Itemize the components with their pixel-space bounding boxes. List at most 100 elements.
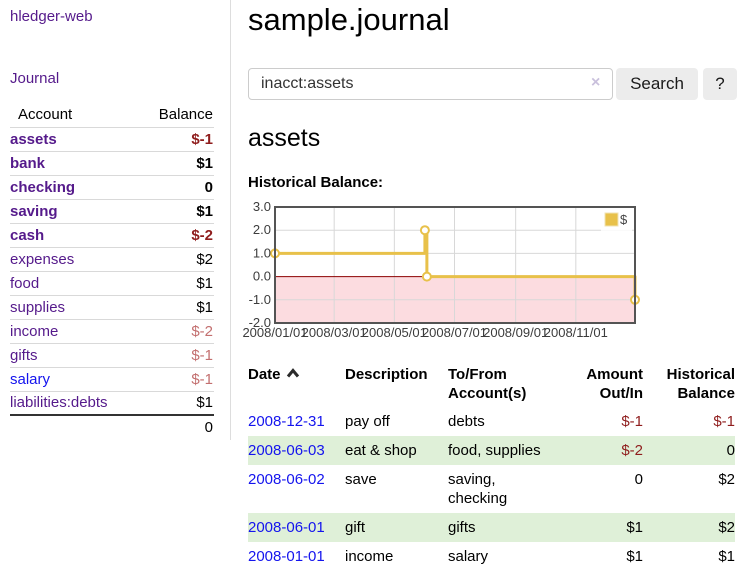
- account-name-cell: assets: [10, 126, 134, 151]
- register-header-description: Description: [345, 366, 428, 383]
- accounts-table-header-row: Account Balance: [10, 103, 214, 127]
- register-table: Date Description To/From Account(s) Amou…: [248, 362, 735, 571]
- x-axis-tick-label: 2008/01/01: [242, 325, 307, 340]
- account-row: saving $1: [10, 198, 214, 223]
- account-link[interactable]: liabilities:debts: [10, 394, 108, 412]
- clear-search-icon[interactable]: ×: [591, 74, 601, 91]
- accounts-header-balance: Balance: [158, 106, 213, 124]
- account-row: supplies $1: [10, 294, 214, 319]
- transaction-date-link[interactable]: 2008-01-01: [248, 548, 325, 565]
- account-row: checking 0: [10, 174, 214, 199]
- sort-ascending-icon: [286, 368, 299, 378]
- y-axis-tick-label: 3.0: [253, 200, 271, 214]
- accounts-header-account: Account: [18, 106, 73, 124]
- x-axis-tick-label: 2008/09/01: [483, 325, 548, 340]
- transaction-amount-cell: $1: [626, 519, 643, 536]
- account-name-cell: supplies: [10, 294, 134, 319]
- transaction-description-cell: pay off: [345, 413, 390, 430]
- account-balance-cell: $1: [133, 150, 214, 175]
- account-row: assets $-1: [10, 126, 214, 151]
- historical-balance-chart: $3.0 2.0 1.0 0.0 -1.0 -2.02008/01/012008/03/0…: [242, 200, 640, 340]
- transaction-date-cell: 2008-01-01: [248, 542, 345, 571]
- register-header-date[interactable]: Date: [248, 362, 345, 407]
- transaction-row: 2008-06-01 gift gifts $1 $2: [248, 513, 735, 542]
- x-axis-tick-label: 2008/07/01: [422, 325, 487, 340]
- transaction-row: 2008-06-03 eat & shop food, supplies $-2…: [248, 436, 735, 465]
- transaction-accounts-cell: debts: [448, 413, 485, 430]
- transaction-date-cell: 2008-06-01: [248, 513, 345, 542]
- account-name-cell: salary: [10, 366, 134, 391]
- search-button[interactable]: Search: [616, 68, 698, 100]
- transaction-accounts-cell: gifts: [448, 519, 476, 536]
- transaction-accounts-cell: saving, checking: [448, 471, 508, 507]
- account-name-cell: liabilities:debts: [10, 390, 134, 415]
- transaction-date-link[interactable]: 2008-06-03: [248, 442, 325, 459]
- account-link[interactable]: assets: [10, 130, 57, 148]
- account-name-cell: checking: [10, 174, 134, 199]
- app-title-link[interactable]: hledger-web: [10, 8, 93, 25]
- accounts-total-value: 0: [133, 414, 214, 439]
- section-heading-assets: assets: [248, 124, 321, 152]
- sidebar-item-journal[interactable]: Journal: [10, 70, 60, 87]
- transaction-date-link[interactable]: 2008-06-02: [248, 471, 325, 488]
- register-header-balance: Historical Balance: [666, 366, 735, 402]
- account-row: expenses $2: [10, 246, 214, 271]
- transaction-row: 2008-06-02 save saving, checking 0 $2: [248, 465, 735, 513]
- y-axis-tick-label: 2.0: [253, 222, 271, 237]
- account-link[interactable]: checking: [10, 178, 76, 196]
- account-row: income $-2: [10, 318, 214, 343]
- account-name-cell: income: [10, 318, 134, 343]
- account-balance-cell: $-1: [133, 126, 214, 151]
- account-link[interactable]: bank: [10, 154, 46, 172]
- account-name-cell: food: [10, 270, 134, 295]
- transaction-balance-cell: $2: [718, 519, 735, 536]
- transaction-amount-cell: $1: [626, 548, 643, 565]
- plot-border: [274, 206, 636, 324]
- account-row: liabilities:debts $1: [10, 390, 214, 415]
- account-link[interactable]: income: [10, 322, 59, 340]
- account-link[interactable]: saving: [10, 202, 58, 220]
- account-link[interactable]: cash: [10, 226, 45, 244]
- account-link[interactable]: supplies: [10, 298, 66, 316]
- transaction-date-link[interactable]: 2008-12-31: [248, 413, 325, 430]
- account-balance-cell: $1: [133, 390, 214, 415]
- y-axis-tick-label: 0.0: [253, 269, 271, 284]
- account-link[interactable]: food: [10, 274, 40, 292]
- transaction-description-cell: income: [345, 548, 394, 565]
- account-row: food $1: [10, 270, 214, 295]
- data-point-marker: [421, 271, 432, 282]
- transaction-date-link[interactable]: 2008-06-01: [248, 519, 325, 536]
- legend-swatch: [604, 212, 619, 227]
- search-input[interactable]: [248, 68, 613, 100]
- account-balance-cell: $1: [133, 270, 214, 295]
- date-header-label: Date: [248, 366, 281, 383]
- transaction-date-cell: 2008-06-03: [248, 436, 345, 465]
- account-balance-cell: 0: [133, 174, 214, 199]
- account-name-cell: cash: [10, 222, 134, 247]
- transaction-balance-cell: $-1: [713, 413, 735, 430]
- account-link[interactable]: salary: [10, 370, 51, 388]
- x-axis-tick-label: 2008/03/01: [302, 325, 367, 340]
- account-balance-cell: $1: [133, 294, 214, 319]
- sidebar: hledger-web Journal Account Balance asse…: [0, 0, 231, 440]
- x-axis-tick-label: 2008/11/01: [544, 325, 608, 340]
- transaction-description-cell: save: [345, 471, 377, 488]
- account-row: cash $-2: [10, 222, 214, 247]
- transaction-description-cell: gift: [345, 519, 366, 536]
- account-balance-cell: $-1: [133, 342, 214, 367]
- account-link[interactable]: gifts: [10, 346, 38, 364]
- x-axis-tick-label: 2008/05/01: [362, 325, 427, 340]
- register-header-row: Date Description To/From Account(s) Amou…: [248, 362, 735, 407]
- transaction-balance-cell: $1: [718, 548, 735, 565]
- help-button[interactable]: ?: [703, 68, 737, 100]
- transaction-date-cell: 2008-12-31: [248, 407, 345, 436]
- accounts-total-row: 0: [10, 414, 214, 439]
- account-name-cell: gifts: [10, 342, 134, 367]
- account-balance-cell: $1: [133, 198, 214, 223]
- account-name-cell: bank: [10, 150, 134, 175]
- page-title: sample.journal: [248, 2, 450, 37]
- transaction-date-cell: 2008-06-02: [248, 465, 345, 513]
- account-balance-cell: $2: [133, 246, 214, 271]
- account-link[interactable]: expenses: [10, 250, 75, 268]
- account-row: bank $1: [10, 150, 214, 175]
